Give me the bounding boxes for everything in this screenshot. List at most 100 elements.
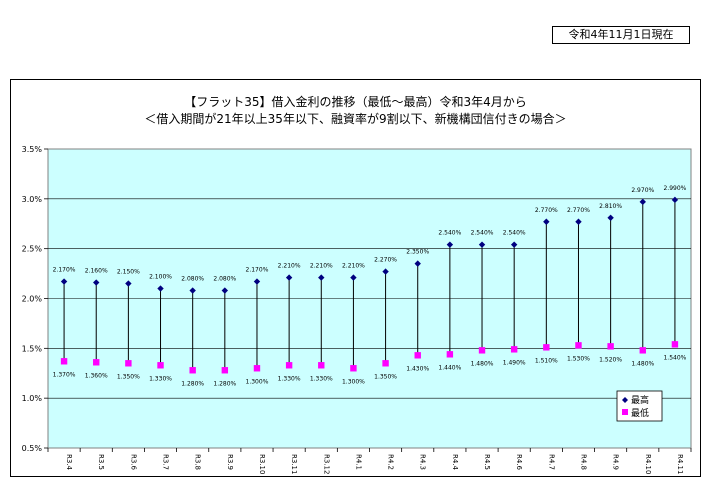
max-rate-point: [510, 241, 518, 248]
chart-subtitle: ＜借入期間が21年以上35年以下、融資率が9割以下、新機構団信付きの場合＞: [144, 112, 567, 126]
min-rate-label: 1.520%: [599, 356, 622, 363]
min-rate-point: [575, 342, 582, 349]
min-rate-point: [125, 360, 132, 367]
max-rate-point: [478, 241, 486, 248]
max-rate-point: [93, 279, 100, 286]
y-tick-label: 3.5%: [22, 145, 43, 154]
legend-max-label: 最高: [631, 394, 649, 406]
min-rate-label: 1.330%: [310, 375, 333, 382]
min-rate-point: [157, 362, 164, 369]
max-rate-label: 2.160%: [85, 268, 108, 275]
x-tick-label: R4.3: [419, 454, 427, 470]
max-rate-point: [157, 285, 164, 292]
x-tick-label: R4.10: [644, 454, 652, 474]
min-rate-label: 1.480%: [631, 360, 654, 367]
max-rate-label: 2.350%: [406, 249, 429, 256]
min-rate-label: 1.350%: [117, 373, 140, 380]
x-tick-label: R4.8: [579, 454, 587, 470]
min-rate-label: 1.360%: [85, 372, 108, 379]
max-rate-point: [189, 287, 196, 294]
min-rate-point: [639, 347, 646, 354]
min-rate-point: [671, 341, 679, 348]
max-rate-label: 2.170%: [53, 267, 76, 274]
max-rate-point: [446, 241, 454, 248]
max-rate-point: [125, 280, 132, 287]
min-rate-point: [414, 352, 421, 359]
max-rate-point: [543, 218, 550, 225]
min-rate-label: 1.300%: [342, 378, 365, 385]
min-rate-label: 1.300%: [246, 378, 269, 385]
max-rate-label: 2.540%: [438, 230, 461, 237]
max-rate-point: [671, 196, 679, 204]
min-rate-label: 1.540%: [663, 354, 686, 361]
max-rate-label: 2.210%: [278, 263, 301, 270]
x-tick-label: R3.7: [162, 454, 170, 470]
max-rate-point: [350, 274, 357, 281]
max-rate-point: [60, 278, 68, 285]
min-rate-label: 1.490%: [503, 359, 526, 366]
min-rate-point: [510, 346, 518, 353]
max-rate-label: 2.080%: [181, 276, 204, 283]
max-rate-point: [575, 218, 582, 225]
min-rate-point: [221, 367, 229, 374]
x-tick-label: R4.9: [612, 454, 620, 470]
max-rate-label: 2.150%: [117, 269, 140, 276]
min-rate-point: [382, 360, 389, 367]
min-rate-point: [93, 359, 100, 366]
x-tick-label: R3.8: [194, 454, 202, 470]
max-rate-point: [253, 278, 261, 285]
x-tick-label: R3.10: [258, 454, 266, 474]
max-rate-label: 2.170%: [246, 267, 269, 274]
x-tick-label: R3.11: [290, 454, 298, 474]
legend-min-marker: [622, 409, 628, 415]
x-tick-label: R3.9: [226, 454, 234, 470]
y-tick-label: 3.0%: [22, 195, 43, 204]
date-label: 令和4年11月1日現在: [552, 26, 690, 44]
min-rate-label: 1.530%: [567, 355, 590, 362]
min-rate-label: 1.350%: [374, 373, 397, 380]
min-rate-label: 1.440%: [438, 364, 461, 371]
max-rate-label: 2.770%: [567, 207, 590, 214]
y-tick-label: 1.0%: [22, 394, 43, 403]
max-rate-label: 2.270%: [374, 257, 397, 264]
max-rate-label: 2.080%: [213, 276, 236, 283]
min-rate-point: [543, 344, 550, 351]
max-rate-label: 2.100%: [149, 274, 172, 281]
min-rate-label: 1.280%: [213, 380, 236, 387]
min-rate-point: [285, 362, 293, 369]
chart-title: 【フラット35】借入金利の推移（最低～最高）令和3年4月から: [184, 95, 527, 109]
min-rate-point: [253, 365, 261, 372]
x-tick-label: R4.1: [354, 454, 362, 470]
x-tick-label: R3.4: [65, 454, 73, 471]
x-tick-label: R4.6: [515, 454, 523, 471]
min-rate-label: 1.480%: [471, 360, 494, 367]
max-rate-label: 2.210%: [342, 263, 365, 270]
x-tick-label: R4.11: [676, 454, 684, 474]
legend: [616, 390, 663, 422]
min-rate-label: 1.330%: [278, 375, 301, 382]
y-tick-label: 1.5%: [22, 344, 43, 353]
max-rate-label: 2.770%: [535, 207, 558, 214]
min-rate-point: [189, 367, 196, 374]
min-rate-label: 1.510%: [535, 357, 558, 364]
max-rate-label: 2.970%: [631, 187, 654, 194]
min-rate-label: 1.430%: [406, 365, 429, 372]
max-rate-label: 2.210%: [310, 263, 333, 270]
max-rate-label: 2.540%: [503, 230, 526, 237]
max-rate-label: 2.540%: [471, 230, 494, 237]
max-rate-point: [285, 274, 293, 281]
chart-frame: [10, 79, 701, 477]
min-rate-point: [60, 358, 68, 365]
min-rate-label: 1.280%: [181, 380, 204, 387]
max-rate-point: [414, 260, 421, 267]
min-rate-point: [318, 362, 325, 369]
max-rate-point: [382, 268, 389, 275]
max-rate-label: 2.990%: [663, 185, 686, 192]
min-rate-point: [478, 347, 486, 354]
x-tick-label: R4.7: [547, 454, 555, 470]
max-rate-label: 2.810%: [599, 203, 622, 210]
legend-max-marker: [622, 397, 628, 403]
min-rate-label: 1.370%: [53, 371, 76, 378]
legend-min-label: 最低: [631, 407, 649, 419]
